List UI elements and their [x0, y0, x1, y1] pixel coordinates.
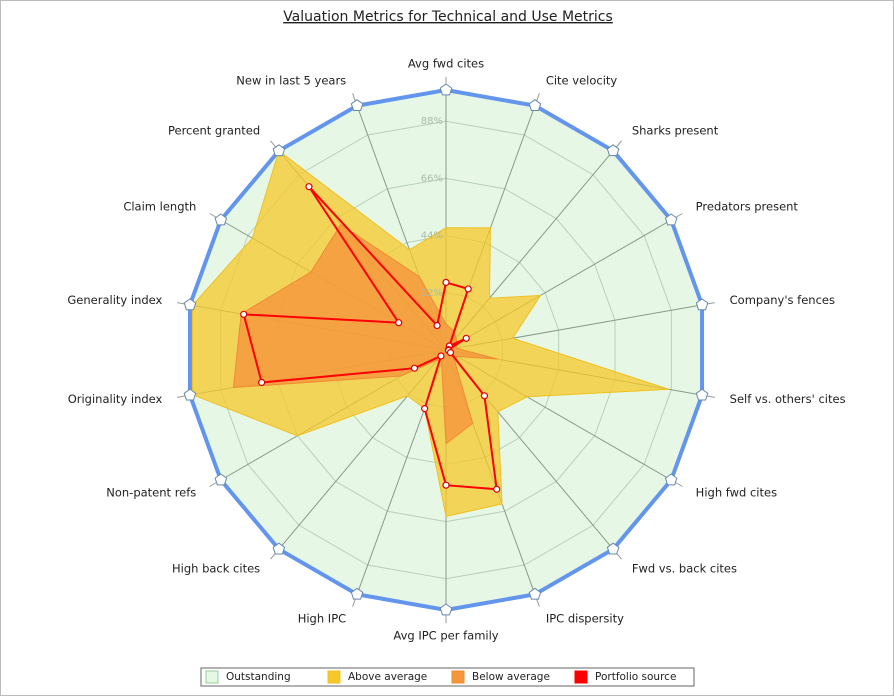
marker [214, 473, 228, 486]
marker [606, 144, 620, 157]
axis-label: Avg IPC per family [393, 629, 498, 643]
axis-label: High IPC [298, 611, 346, 625]
marker [421, 405, 429, 413]
axis-label: IPC dispersity [546, 611, 624, 625]
marker [437, 352, 445, 360]
marker [214, 213, 228, 226]
axis-label: Claim length [123, 200, 196, 214]
marker [433, 321, 441, 330]
axis-label: Generality index [67, 293, 162, 307]
marker [695, 388, 709, 401]
axis-label: Cite velocity [546, 74, 618, 88]
marker [462, 334, 470, 342]
axis-label: Company's fences [730, 293, 835, 307]
legend-label: Above average [348, 671, 427, 683]
marker [606, 542, 620, 555]
legend-swatch [205, 670, 219, 684]
axis-label: Non-patent refs [106, 486, 196, 500]
marker [664, 213, 678, 226]
axis-label: Avg fwd cites [408, 57, 484, 71]
marker [528, 587, 542, 600]
marker [350, 99, 364, 112]
axis-label: Percent granted [168, 123, 260, 137]
marker [528, 99, 542, 112]
marker [272, 144, 286, 157]
marker [695, 298, 709, 311]
axis-label: High back cites [172, 562, 260, 576]
marker [183, 388, 197, 401]
marker [240, 310, 248, 318]
marker [395, 319, 403, 327]
axis-label: Predators present [696, 200, 799, 214]
legend-label: Below average [472, 671, 550, 683]
axis-label: Sharks present [632, 123, 719, 137]
legend-label: Outstanding [226, 671, 291, 683]
marker [258, 378, 266, 387]
marker [439, 83, 453, 96]
marker [439, 603, 453, 616]
marker [493, 485, 501, 493]
legend-label: Portfolio source [595, 671, 676, 683]
tick-label: 44% [421, 231, 443, 242]
tick-label: 22% [421, 288, 443, 299]
marker [183, 298, 197, 311]
tick-label: 88% [421, 116, 443, 127]
axis-label: New in last 5 years [236, 74, 346, 88]
axis-label: Originality index [68, 392, 163, 406]
marker [410, 364, 419, 372]
marker [664, 473, 678, 486]
legend-swatch [327, 670, 341, 684]
marker [272, 542, 286, 555]
tick-label: 66% [421, 173, 443, 184]
axis-label: High fwd cites [696, 486, 777, 500]
marker [446, 349, 455, 357]
legend-swatch [451, 670, 465, 684]
marker [305, 183, 313, 191]
axis-label: Self vs. others' cites [730, 392, 846, 406]
legend-swatch [574, 670, 588, 684]
marker [480, 392, 489, 400]
marker [350, 587, 364, 600]
legend-box [200, 667, 695, 687]
marker [442, 481, 450, 489]
marker [442, 278, 450, 286]
marker [464, 285, 472, 293]
chart-title: Valuation Metrics for Technical and Use … [283, 9, 613, 25]
axis-label: Fwd vs. back cites [632, 562, 737, 576]
